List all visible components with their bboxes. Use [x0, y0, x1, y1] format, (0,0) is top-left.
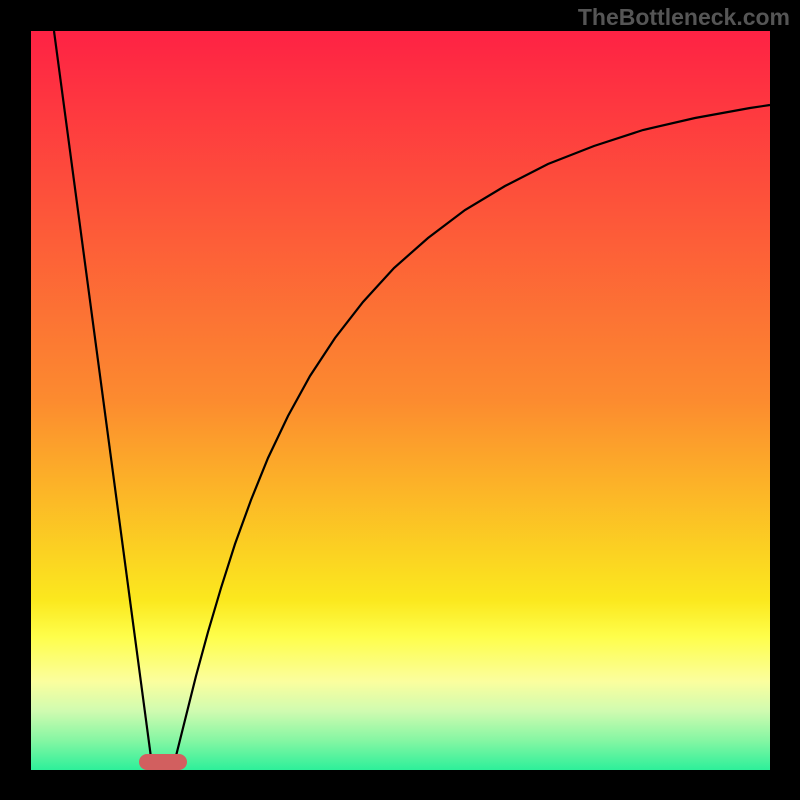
watermark-text: TheBottleneck.com: [578, 4, 790, 31]
curves-svg: [0, 0, 800, 800]
curve-left: [54, 31, 152, 765]
chart-container: TheBottleneck.com: [0, 0, 800, 800]
bottleneck-marker: [139, 754, 187, 770]
curve-right: [174, 105, 770, 764]
plot-area: [31, 31, 770, 770]
